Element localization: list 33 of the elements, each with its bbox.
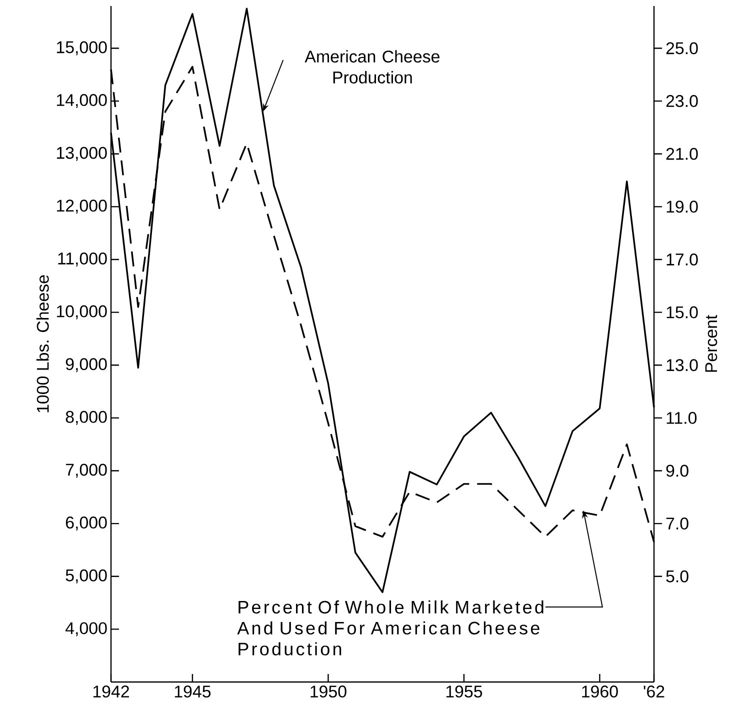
y-tick-label: 15,000 <box>56 41 107 56</box>
y-tick-label: 5,000 <box>66 569 107 584</box>
annotation: Percent Of Whole Milk Marketed And Used For American Cheese Production <box>237 600 544 656</box>
y-tick-label: 9,000 <box>66 358 107 372</box>
y-tick-label: 4,000 <box>65 622 107 636</box>
y-tick-label: 13,000 <box>56 146 107 161</box>
y-tick-label: 10,000 <box>56 305 107 320</box>
y2-tick-label: 23.0 <box>666 95 698 108</box>
y-tick-label: 6,000 <box>66 516 107 531</box>
y-tick-label: 7,000 <box>66 464 107 478</box>
x-tick-label: 1960 <box>582 686 618 698</box>
annotation: American Cheese Production <box>304 50 440 84</box>
y-tick-label: 11,000 <box>58 252 107 266</box>
x-tick-label: 1945 <box>174 686 211 698</box>
y2-tick-label: 5.0 <box>666 570 688 582</box>
y2-tick-label: 15.0 <box>666 306 698 318</box>
y2-tick-label: 19.0 <box>666 200 698 213</box>
y2-tick-label: 9.0 <box>666 464 688 477</box>
y-tick-label: 12,000 <box>56 200 107 214</box>
y-tick-label: 14,000 <box>56 94 107 108</box>
y-tick-label: 8,000 <box>66 410 107 425</box>
y2-tick-label: 7.0 <box>666 518 688 530</box>
y2-tick-label: 13.0 <box>666 359 698 372</box>
y2-axis-title: Percent <box>705 314 718 372</box>
y2-tick-label: 11.0 <box>666 412 697 424</box>
x-tick-label: 1955 <box>446 686 482 698</box>
x-tick-label: 1942 <box>93 686 129 698</box>
y-axis-title: 1000 Lbs. Cheese <box>36 275 49 412</box>
y2-tick-label: 21.0 <box>666 148 698 160</box>
y2-tick-label: 25.0 <box>666 42 698 54</box>
x-tick-label: '62 <box>644 686 664 698</box>
x-tick-label: 1950 <box>310 686 346 698</box>
y2-tick-label: 17.0 <box>666 253 698 266</box>
